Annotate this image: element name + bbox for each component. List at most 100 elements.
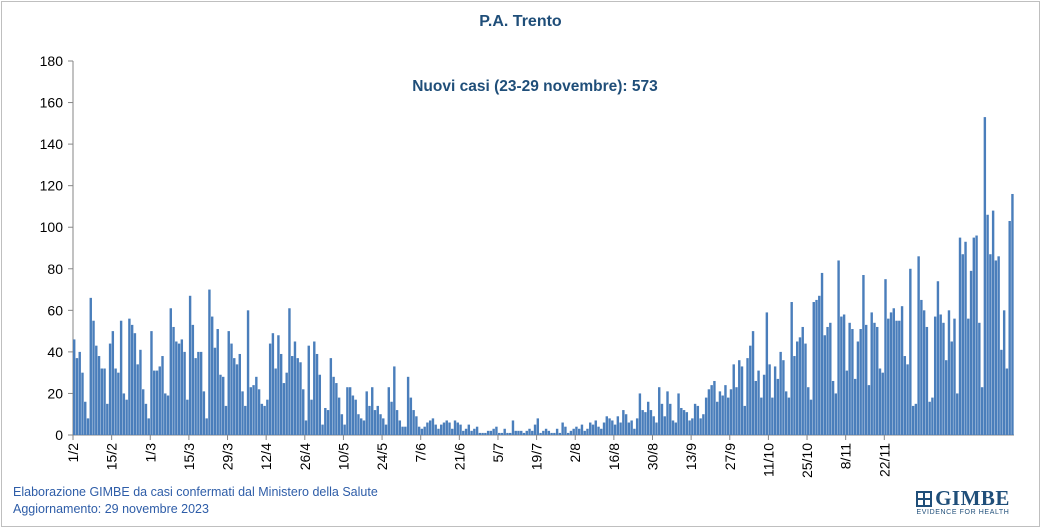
bar	[467, 424, 471, 435]
bar	[989, 254, 992, 435]
bar	[222, 376, 225, 435]
bar	[762, 374, 766, 435]
bar	[947, 310, 951, 435]
bar	[431, 418, 435, 435]
bar	[939, 314, 942, 435]
bar	[823, 335, 826, 435]
bar	[591, 424, 595, 435]
bar	[202, 391, 206, 435]
bar	[911, 405, 915, 435]
x-tick-label: 25/10	[799, 443, 815, 478]
bar	[351, 395, 355, 435]
bar	[448, 422, 451, 435]
bar	[900, 306, 904, 435]
bar	[542, 430, 545, 435]
bar	[909, 268, 912, 435]
bar	[359, 418, 363, 435]
bar	[964, 241, 967, 435]
bar	[175, 341, 178, 435]
bar	[536, 418, 540, 435]
bar	[199, 351, 203, 435]
bar	[456, 422, 459, 435]
bar	[969, 270, 973, 435]
bar	[724, 385, 727, 435]
bar	[213, 347, 217, 435]
bar	[533, 424, 537, 435]
footer-updated: Aggiornamento: 29 novembre 2023	[13, 502, 209, 516]
bar	[666, 391, 669, 435]
bar	[798, 337, 802, 435]
bar	[688, 420, 691, 435]
y-tick-label: 0	[55, 427, 63, 443]
bar	[671, 420, 675, 435]
bar	[153, 370, 156, 435]
bar	[230, 343, 233, 435]
bar	[818, 295, 821, 435]
bar	[208, 289, 211, 435]
bar	[743, 405, 746, 435]
bar	[669, 403, 672, 435]
bar	[727, 397, 730, 435]
bar	[878, 368, 882, 435]
bar	[100, 368, 104, 435]
bar	[652, 416, 655, 435]
bar	[997, 256, 1000, 435]
bar	[95, 345, 98, 435]
bar	[796, 341, 799, 435]
bar	[357, 414, 360, 435]
bar	[158, 366, 161, 435]
bar	[876, 326, 879, 435]
bar	[329, 358, 333, 435]
y-axis: 0 20 40 60 80 100 120 140 160 180	[40, 53, 74, 443]
bar	[89, 297, 92, 435]
x-tick-label: 12/4	[258, 443, 274, 470]
bar	[365, 391, 368, 435]
bar	[371, 387, 374, 435]
bar	[638, 393, 642, 435]
bar	[133, 333, 137, 435]
bar	[205, 418, 208, 435]
bar	[994, 260, 998, 435]
bar	[884, 279, 887, 435]
bar	[680, 407, 683, 435]
bar	[627, 422, 631, 435]
bar	[815, 299, 818, 435]
bar	[434, 424, 437, 435]
bar	[373, 410, 377, 435]
bar	[691, 418, 694, 435]
bar	[310, 399, 313, 435]
bar	[550, 432, 553, 435]
bar	[382, 418, 385, 435]
bar	[409, 397, 413, 435]
bar	[412, 410, 415, 435]
bar	[892, 308, 895, 435]
bar	[495, 426, 498, 435]
bar	[166, 395, 170, 435]
bar	[566, 432, 570, 435]
gimbe-logo-tagline: EVIDENCE FOR HEALTH	[916, 509, 1010, 516]
bar	[257, 389, 261, 435]
bar	[511, 420, 515, 435]
bar	[547, 430, 551, 435]
bar	[393, 366, 396, 435]
bar	[1005, 368, 1009, 435]
bar	[555, 428, 559, 435]
bar	[856, 341, 860, 435]
bar	[630, 420, 633, 435]
bar	[616, 416, 620, 435]
bar	[244, 405, 247, 435]
bar	[348, 387, 352, 435]
bar	[558, 432, 562, 435]
bar	[313, 341, 316, 435]
bar	[751, 331, 755, 435]
x-tick-label: 21/6	[451, 443, 467, 470]
bar	[889, 312, 893, 435]
x-tick-label: 24/5	[374, 443, 390, 470]
bar	[398, 420, 402, 435]
bar	[710, 385, 713, 435]
bar	[183, 351, 186, 435]
bar	[246, 310, 250, 435]
bar	[406, 376, 410, 435]
bar	[834, 393, 838, 435]
x-tick-label: 27/9	[722, 443, 738, 470]
